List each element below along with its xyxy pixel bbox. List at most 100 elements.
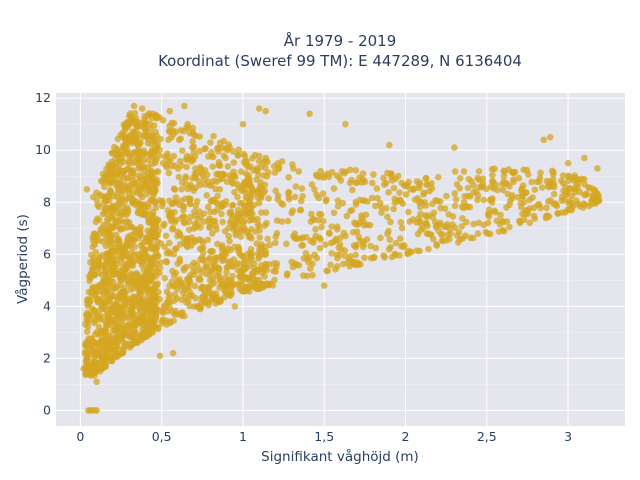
data-point — [167, 298, 174, 306]
data-point — [142, 270, 149, 278]
data-point — [564, 159, 572, 167]
data-point — [185, 195, 193, 202]
data-point — [373, 185, 381, 192]
data-point — [125, 306, 132, 314]
data-point — [128, 249, 136, 256]
data-point — [221, 227, 229, 235]
data-point — [246, 288, 253, 295]
data-point — [380, 252, 388, 259]
data-point — [133, 148, 140, 156]
data-point — [553, 202, 561, 210]
data-point — [361, 254, 368, 261]
data-point — [385, 246, 393, 253]
data-point — [159, 316, 167, 323]
data-point — [146, 174, 153, 182]
data-point — [175, 136, 183, 144]
data-point — [153, 306, 160, 314]
data-point — [226, 237, 233, 245]
data-point — [433, 242, 441, 249]
data-point — [109, 208, 116, 215]
data-point — [416, 179, 424, 186]
data-point — [140, 167, 148, 175]
data-point — [132, 298, 140, 306]
data-point — [378, 204, 385, 211]
data-point — [128, 235, 135, 243]
data-point — [214, 206, 221, 213]
data-point — [178, 197, 185, 204]
data-point — [328, 223, 336, 230]
data-point — [271, 276, 278, 284]
data-point — [317, 236, 324, 243]
data-point — [262, 209, 270, 216]
data-point — [180, 206, 187, 214]
data-point — [140, 277, 148, 285]
data-point — [424, 222, 431, 230]
data-point — [106, 344, 114, 351]
data-point — [104, 319, 111, 327]
data-point — [451, 190, 459, 197]
data-point — [105, 333, 112, 340]
data-point — [194, 215, 201, 223]
data-point — [95, 216, 103, 224]
data-point — [317, 167, 325, 175]
data-point — [119, 129, 127, 136]
data-point — [144, 317, 151, 325]
data-point — [364, 221, 371, 229]
data-point — [369, 179, 376, 187]
data-point — [111, 285, 119, 292]
data-point — [184, 155, 192, 163]
data-point — [352, 167, 360, 174]
data-point — [109, 309, 116, 316]
data-point — [189, 138, 196, 145]
data-point — [279, 201, 287, 208]
data-point — [96, 191, 103, 198]
data-point — [392, 239, 400, 247]
data-point — [497, 211, 504, 219]
data-point — [104, 250, 112, 257]
data-point — [219, 170, 227, 178]
data-point — [353, 241, 360, 249]
data-point — [119, 144, 127, 152]
data-point — [451, 144, 458, 151]
data-point — [245, 182, 252, 189]
data-point — [131, 131, 139, 139]
data-point — [156, 269, 163, 277]
data-point — [117, 281, 125, 289]
data-point — [111, 240, 118, 248]
data-point — [148, 301, 156, 309]
data-point — [82, 311, 90, 319]
data-point — [475, 176, 483, 184]
data-point — [328, 168, 336, 176]
data-point — [153, 132, 161, 140]
data-point — [130, 285, 137, 292]
data-point — [417, 226, 424, 234]
data-point — [137, 241, 145, 249]
data-point — [508, 195, 516, 202]
data-point — [386, 236, 394, 243]
data-point — [183, 163, 190, 171]
data-point — [104, 228, 112, 235]
data-point — [488, 165, 496, 173]
data-point — [140, 162, 147, 170]
data-point — [136, 305, 144, 313]
data-point — [95, 262, 102, 270]
data-point — [440, 223, 448, 230]
data-point — [211, 217, 219, 225]
data-point — [155, 288, 162, 296]
data-point — [458, 223, 466, 230]
x-tick-label: 1,5 — [314, 429, 334, 444]
data-point — [254, 250, 262, 258]
data-point — [364, 198, 371, 205]
data-point — [547, 197, 554, 204]
data-point — [182, 173, 189, 180]
data-point — [145, 156, 152, 164]
data-point — [94, 312, 101, 319]
data-point — [132, 338, 139, 346]
data-point — [528, 178, 535, 186]
data-point — [146, 265, 153, 272]
data-point — [284, 270, 291, 277]
data-point — [543, 204, 550, 212]
data-point — [192, 184, 199, 191]
data-point — [110, 263, 118, 270]
data-point — [173, 245, 180, 252]
